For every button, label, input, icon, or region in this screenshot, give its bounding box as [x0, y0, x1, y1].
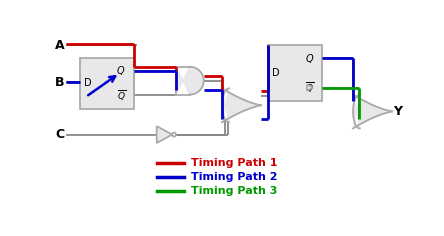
- Circle shape: [172, 133, 176, 136]
- Polygon shape: [353, 95, 392, 128]
- Text: $\overline{Q}$: $\overline{Q}$: [117, 88, 126, 103]
- Polygon shape: [222, 88, 261, 122]
- Bar: [80, 58, 134, 109]
- Text: B: B: [55, 76, 64, 89]
- Polygon shape: [176, 67, 204, 95]
- Text: Y: Y: [393, 105, 402, 118]
- Polygon shape: [307, 84, 313, 91]
- Text: A: A: [55, 39, 64, 52]
- Polygon shape: [157, 126, 172, 143]
- Text: D: D: [272, 68, 280, 78]
- Text: Q: Q: [117, 67, 124, 76]
- Bar: [268, 45, 322, 101]
- Text: Timing Path 1: Timing Path 1: [191, 158, 278, 168]
- Text: Timing Path 2: Timing Path 2: [191, 172, 278, 182]
- Text: D: D: [83, 78, 91, 88]
- Text: Q: Q: [305, 54, 313, 64]
- Text: Timing Path 3: Timing Path 3: [191, 186, 278, 196]
- Text: C: C: [55, 128, 64, 141]
- Text: $\overline{Q}$: $\overline{Q}$: [305, 80, 314, 95]
